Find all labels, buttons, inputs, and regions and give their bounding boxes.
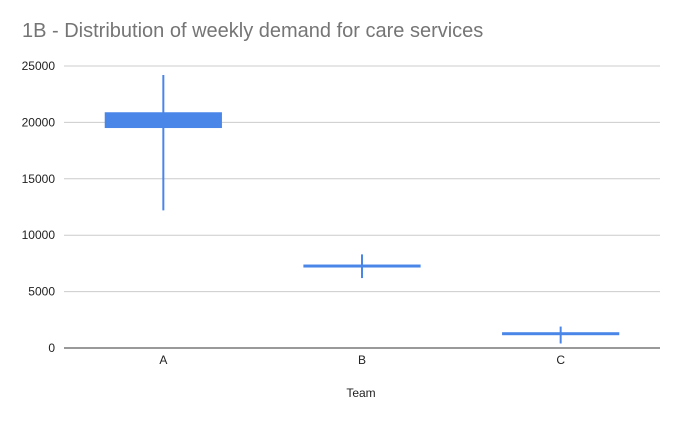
y-tick-labels: 0 5000 10000 15000 20000 25000 — [22, 59, 56, 355]
y-tick-label: 15000 — [22, 172, 56, 186]
x-category-label: A — [159, 353, 167, 367]
y-tick-label: 10000 — [22, 228, 56, 242]
gridlines — [64, 65, 660, 293]
x-axis-title: Team — [346, 386, 375, 400]
box-A — [104, 112, 222, 129]
x-category-labels: A B C — [159, 353, 565, 367]
y-tick-label: 0 — [48, 341, 55, 355]
x-category-label: C — [556, 353, 565, 367]
box-B — [303, 264, 421, 268]
y-tick-label: 25000 — [22, 59, 56, 73]
x-category-label: B — [358, 353, 366, 367]
box-C — [502, 332, 620, 336]
y-tick-label: 20000 — [22, 115, 56, 129]
chart-title: 1B - Distribution of weekly demand for c… — [22, 20, 484, 42]
candlestick-marks — [104, 75, 620, 344]
y-tick-label: 5000 — [28, 285, 55, 299]
